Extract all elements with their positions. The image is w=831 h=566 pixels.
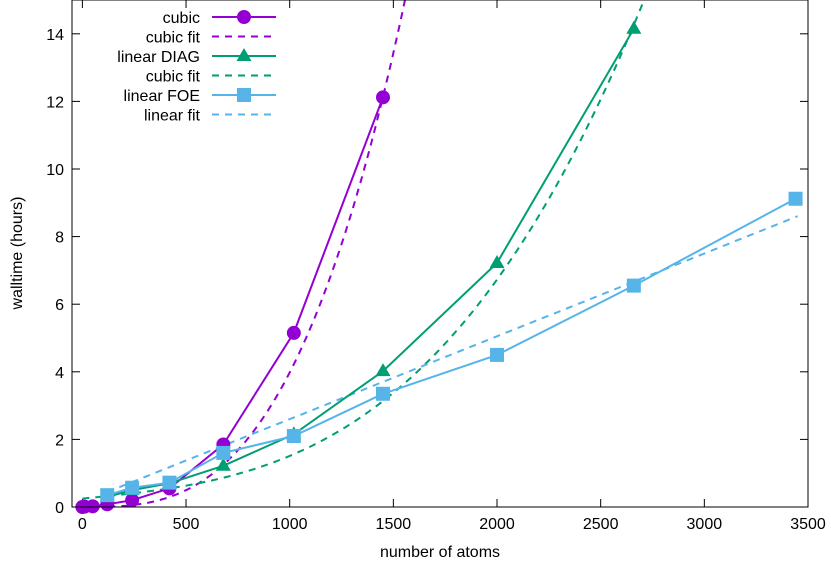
legend-label: linear FOE (124, 88, 200, 105)
legend-marker (237, 10, 251, 24)
y-tick-label: 10 (46, 162, 64, 179)
legend-marker (236, 48, 252, 61)
y-tick-label: 0 (55, 500, 64, 517)
x-tick-label: 1500 (376, 516, 412, 533)
data-point (286, 325, 301, 340)
data-point (375, 386, 390, 401)
data-point (490, 347, 505, 362)
data-point (216, 445, 231, 460)
fit-line (106, 215, 798, 493)
data-point (162, 475, 177, 490)
data-point (125, 480, 140, 495)
y-tick-label: 2 (55, 432, 64, 449)
legend: cubic cubic fit linear DIAG cubic fit linear… (117, 10, 276, 125)
x-tick-label: 500 (173, 516, 200, 533)
legend-label: linear fit (144, 108, 201, 125)
legend-label: cubic (163, 10, 200, 27)
x-tick-label: 0 (78, 516, 87, 533)
y-tick-label: 6 (55, 297, 64, 314)
data-point (85, 499, 100, 514)
legend-label: cubic fit (146, 30, 201, 47)
series-line (106, 197, 797, 497)
plot-frame (71, 0, 809, 508)
data-point (626, 20, 642, 34)
y-tick-label: 4 (55, 365, 64, 382)
x-tick-label: 2000 (479, 516, 515, 533)
data-point (286, 429, 301, 444)
data-point (375, 363, 391, 377)
data-point (125, 493, 140, 508)
data-point (100, 488, 115, 503)
legend-label: linear DIAG (117, 49, 200, 66)
data-point (489, 254, 505, 268)
x-tick-label: 3000 (687, 516, 723, 533)
series-line (82, 96, 384, 507)
series-markers (75, 20, 803, 514)
fit-line (82, 0, 407, 507)
data-point (626, 278, 641, 293)
legend-marker (237, 88, 251, 102)
y-tick-label: 8 (55, 230, 64, 247)
x-tick-label: 3500 (790, 516, 826, 533)
x-tick-label: 1000 (272, 516, 308, 533)
data-point (215, 457, 231, 471)
y-tick-label: 12 (46, 94, 64, 111)
data-point (788, 191, 803, 206)
x-tick-label: 2500 (583, 516, 619, 533)
legend-label: cubic fit (146, 69, 201, 86)
y-axis-label: walltime (hours) (9, 197, 26, 311)
axis-ticks: 0 500 1000 1500 2000 2500 3000 3500 0 2 4 6 8 10 12 14 (46, 0, 826, 533)
x-axis-label: number of atoms (380, 544, 500, 561)
y-tick-label: 14 (46, 27, 64, 44)
data-point (375, 90, 390, 105)
